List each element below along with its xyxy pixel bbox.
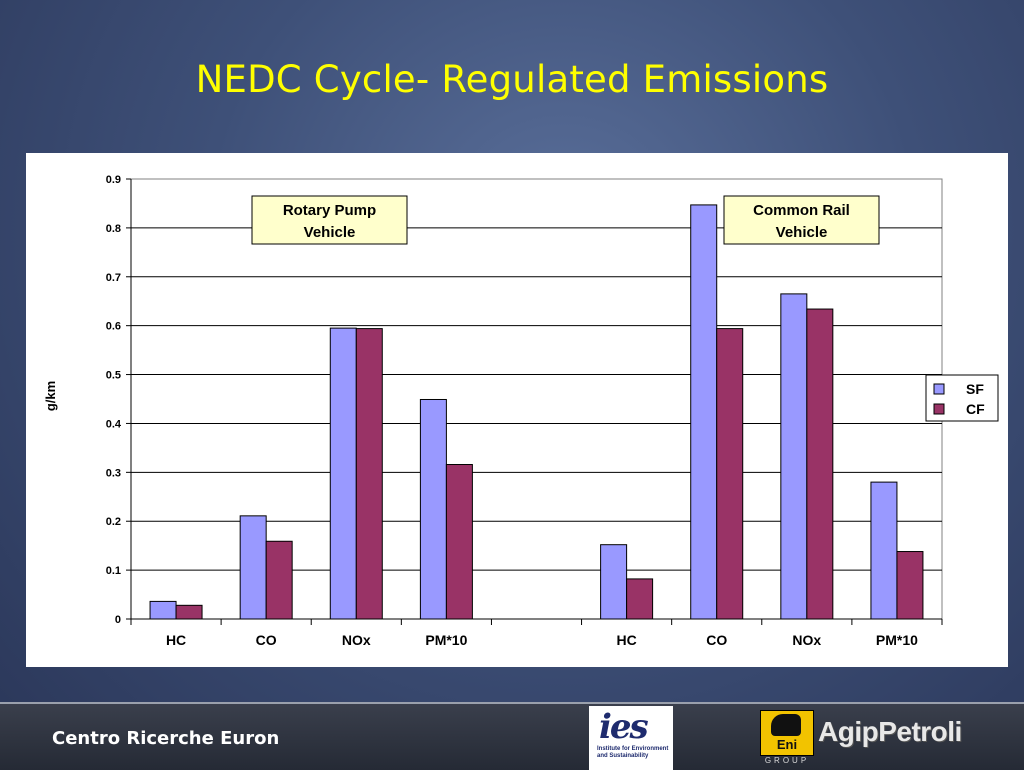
bar-sf	[329, 327, 357, 620]
annotations: Rotary Pump Vehicle Common Rail Vehicle	[251, 195, 880, 245]
bar-sf	[419, 398, 447, 620]
slide-title: NEDC Cycle- Regulated Emissions	[195, 58, 829, 101]
bar-sf	[870, 481, 898, 620]
agip-petroli-logo: AgipPetroli	[818, 716, 962, 747]
axes: 0 0.1 0.2 0.3 0.4 0.5 0.6 0.7 0.8 0.9 HC CO NOx PM*10…	[106, 174, 943, 648]
bar-cf	[626, 578, 654, 620]
ies-logo-mark: ies	[599, 707, 649, 747]
x-tick-label: CO	[256, 632, 277, 648]
eni-logo-text: Eni	[776, 737, 798, 752]
bar-cf	[806, 308, 834, 620]
footer-text: Centro Ricerche Euron	[52, 728, 280, 749]
legend-swatch-cf	[933, 403, 945, 415]
y-tick-label: 0	[115, 614, 121, 626]
y-tick-label: 0.4	[106, 418, 122, 430]
y-tick-label: 0.9	[106, 174, 121, 186]
annotation-text: Vehicle	[776, 224, 828, 241]
eni-dog-icon	[771, 714, 801, 736]
y-tick-label: 0.3	[106, 467, 121, 479]
bar-chart: 0 0.1 0.2 0.3 0.4 0.5 0.6 0.7 0.8 0.9 HC CO NOx PM*10…	[43, 174, 999, 648]
x-tick-label: HC	[616, 632, 636, 648]
bar-sf	[690, 204, 718, 620]
bar-cf	[265, 540, 293, 620]
bar-sf	[780, 293, 808, 620]
annotation-text: Common Rail	[753, 202, 850, 219]
bar-sf	[149, 600, 177, 620]
legend-label-cf: CF	[966, 401, 985, 417]
eni-group-text: GROUP	[764, 756, 810, 765]
annotation-box: Rotary Pump Vehicle	[251, 195, 408, 245]
bar-cf	[896, 551, 924, 620]
annotation-text: Vehicle	[304, 224, 356, 241]
x-tick-label: NOx	[792, 632, 821, 648]
bar-sf	[239, 515, 267, 620]
y-tick-label: 0.6	[106, 321, 121, 333]
annotation-background	[723, 195, 880, 245]
x-tick-label: NOx	[342, 632, 371, 648]
bar-cf	[445, 464, 473, 620]
eni-logo: Eni	[760, 710, 814, 756]
x-tick-label: HC	[166, 632, 186, 648]
legend: SF CF	[925, 374, 999, 422]
footer: Centro Ricerche Euron ies Institute for …	[0, 702, 1024, 770]
y-tick-label: 0.2	[106, 516, 121, 528]
y-tick-label: 0.7	[106, 272, 121, 284]
x-tick-label: CO	[706, 632, 727, 648]
y-tick-label: 0.1	[106, 565, 121, 577]
y-axis-label: g/km	[43, 381, 58, 411]
legend-swatch-sf	[933, 383, 945, 395]
legend-label-sf: SF	[966, 381, 984, 397]
annotation-text: Rotary Pump	[283, 202, 376, 219]
bar-cf	[355, 328, 383, 620]
y-tick-label: 0.8	[106, 223, 121, 235]
annotation-background	[251, 195, 408, 245]
x-tick-label: PM*10	[876, 632, 918, 648]
bar-sf	[600, 544, 628, 620]
bars	[149, 204, 924, 620]
y-tick-label: 0.5	[106, 370, 121, 382]
ies-logo-subtitle: Institute for Environment and Sustainabi…	[597, 746, 669, 759]
bar-cf	[175, 604, 203, 620]
chart-panel: 0 0.1 0.2 0.3 0.4 0.5 0.6 0.7 0.8 0.9 HC CO NOx PM*10…	[26, 153, 1008, 667]
ies-logo: ies Institute for Environment and Sustai…	[589, 706, 673, 770]
bar-cf	[716, 328, 744, 620]
annotation-box: Common Rail Vehicle	[723, 195, 880, 245]
x-tick-label: PM*10	[425, 632, 467, 648]
